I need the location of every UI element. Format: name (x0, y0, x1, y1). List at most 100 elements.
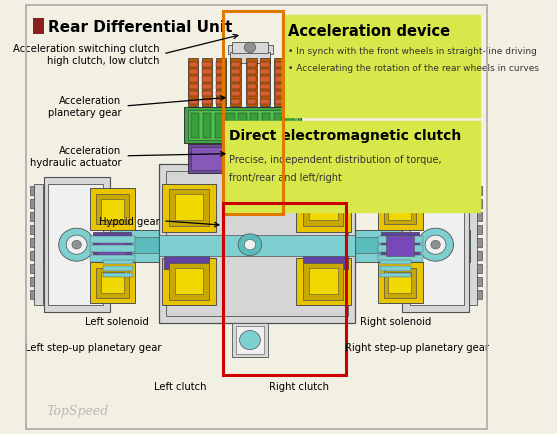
Bar (228, 46, 272, 55)
Bar (202, 92, 212, 97)
Bar (102, 267, 133, 271)
Bar (202, 59, 212, 107)
Bar (378, 189, 423, 230)
Bar (468, 252, 482, 260)
Bar (262, 114, 270, 139)
Circle shape (245, 240, 256, 250)
Bar (380, 267, 411, 271)
Bar (202, 70, 212, 75)
Circle shape (431, 241, 440, 250)
Bar (304, 190, 344, 227)
Text: Acceleration
hydraulic actuator: Acceleration hydraulic actuator (30, 146, 121, 167)
Bar (468, 290, 482, 299)
Bar (216, 59, 226, 107)
Bar (378, 256, 423, 263)
Bar (231, 62, 240, 68)
Bar (246, 59, 257, 107)
Bar (31, 187, 43, 195)
Bar (296, 184, 350, 232)
Text: Acceleration switching clutch
high clutch, low clutch: Acceleration switching clutch high clutc… (13, 44, 159, 66)
Bar (231, 77, 240, 82)
Bar (275, 92, 284, 97)
Bar (217, 92, 226, 97)
Bar (468, 265, 482, 273)
Bar (43, 230, 471, 263)
Bar (260, 99, 270, 105)
Bar (310, 269, 338, 294)
Bar (217, 77, 226, 82)
Bar (202, 62, 212, 68)
Bar (90, 246, 135, 253)
Circle shape (58, 229, 95, 262)
Bar (169, 263, 209, 300)
Bar (188, 145, 297, 174)
Text: Right step-up planetary gear: Right step-up planetary gear (345, 342, 488, 352)
Bar (231, 99, 240, 105)
Bar (296, 258, 350, 306)
Bar (217, 99, 226, 105)
Text: Left step-up planetary gear: Left step-up planetary gear (25, 342, 162, 352)
Bar (468, 226, 482, 234)
Bar (304, 263, 344, 300)
Bar (31, 200, 43, 208)
Bar (189, 62, 198, 68)
Bar (101, 199, 124, 220)
Bar (31, 239, 43, 247)
Bar (380, 260, 411, 265)
Bar (188, 59, 198, 107)
Bar (214, 114, 223, 139)
Bar (409, 184, 464, 306)
Bar (169, 190, 209, 227)
Bar (380, 273, 411, 278)
Bar (31, 252, 43, 260)
Bar (217, 62, 226, 68)
Bar (98, 236, 126, 257)
Text: Direct electromagnetic clutch: Direct electromagnetic clutch (229, 128, 461, 142)
Bar (162, 184, 216, 232)
Bar (274, 59, 285, 107)
Bar (232, 43, 268, 53)
Bar (96, 269, 129, 298)
Bar (33, 19, 43, 35)
Circle shape (72, 241, 81, 250)
Bar (275, 77, 284, 82)
Text: Precise, independent distribution of torque,: Precise, independent distribution of tor… (229, 154, 441, 164)
Bar (247, 92, 256, 97)
Bar (96, 195, 129, 224)
Bar (102, 260, 133, 265)
Bar (230, 53, 270, 63)
Bar (189, 85, 198, 90)
Bar (90, 263, 135, 303)
Bar (260, 77, 270, 82)
Bar (384, 269, 416, 298)
Bar (31, 213, 43, 221)
Circle shape (425, 236, 446, 255)
Bar (388, 273, 411, 293)
Bar (468, 213, 482, 221)
Bar (260, 62, 270, 68)
Bar (90, 256, 135, 263)
Bar (247, 77, 256, 82)
Bar (275, 70, 284, 75)
Bar (202, 77, 212, 82)
Bar (188, 111, 298, 141)
Bar (468, 239, 482, 247)
Bar (236, 326, 263, 354)
Bar (234, 48, 266, 174)
Bar (468, 184, 477, 306)
Bar (381, 232, 419, 260)
Text: • In synch with the front wheels in straight-line driving: • In synch with the front wheels in stra… (288, 47, 536, 56)
Bar (189, 99, 198, 105)
Text: • Accelerating the rotation of the rear wheels in curves: • Accelerating the rotation of the rear … (288, 63, 539, 72)
Bar (468, 187, 482, 195)
Bar (468, 200, 482, 208)
Bar (275, 62, 284, 68)
Bar (34, 184, 43, 306)
Bar (175, 269, 203, 294)
Bar (378, 246, 423, 253)
Text: TopSpeed: TopSpeed (46, 404, 108, 417)
Bar (230, 59, 241, 107)
Bar (167, 171, 348, 316)
Bar (384, 195, 416, 224)
Bar (304, 245, 348, 269)
